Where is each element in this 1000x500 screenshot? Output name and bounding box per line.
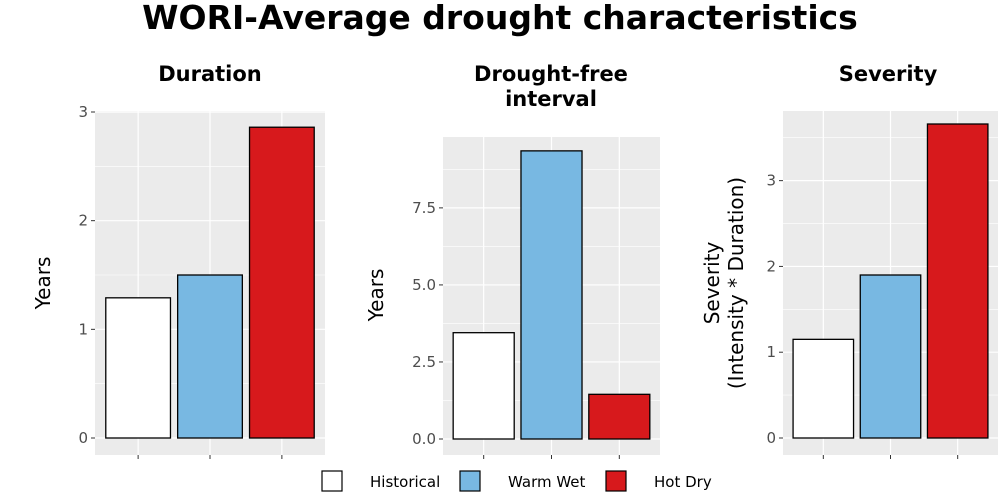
y-tick-label: 5.0 [412,276,436,294]
plot-area-severity: 0 1 2 3 [766,111,998,459]
legend-key-warm-wet [459,470,481,492]
bar-historical [105,297,172,439]
chart-title: WORI-Average drought characteristics [142,0,858,37]
legend-label-hot-dry: Hot Dry [654,473,712,491]
legend-label-warm-wet: Warm Wet [508,473,586,491]
bar-hot-dry [926,123,989,439]
legend-key-historical [321,470,343,492]
y-tick-label: 2 [78,212,88,230]
panel-title-severity: Severity [839,62,938,86]
bar-warm-wet [177,274,243,439]
bar-warm-wet [520,150,583,440]
y-tick-label: 0.0 [412,430,436,448]
bar-hot-dry [588,393,651,440]
plot-area-drought-free-interval: 0.0 2.5 5.0 7.5 [412,137,660,459]
plot-area-duration: 0 1 2 3 [78,103,325,459]
y-tick-label: 1 [766,343,776,361]
y-tick-label: 0 [766,429,776,447]
y-tick-label: 1 [78,320,88,338]
bar-hot-dry [248,126,315,439]
y-axis-title-severity: Severity(Intensity * Duration) [700,177,748,389]
y-axis-title-duration: Years [31,257,55,311]
y-tick-label: 3 [78,103,88,121]
panel-severity: Severity Severity(Intensity * Duration) … [700,62,998,459]
panel-duration: Duration Years 0 1 2 3 [31,62,325,459]
y-tick-label: 7.5 [412,199,436,217]
y-tick-label: 3 [766,172,776,190]
bar-historical [452,332,515,440]
y-tick-label: 2 [766,257,776,275]
legend-key-hot-dry [605,470,627,492]
bar-warm-wet [859,274,922,439]
y-tick-label: 0 [78,429,88,447]
panel-title-drought-free-interval: Drought-free interval [474,62,628,111]
y-tick-label: 2.5 [412,353,436,371]
panel-title-duration: Duration [158,62,262,86]
panel-drought-free-interval: Drought-free interval Years 0.0 2.5 5.0 7.5 [364,62,660,459]
legend: Historical Warm Wet Hot Dry [321,470,712,492]
bar-historical [792,338,855,439]
legend-label-historical: Historical [370,473,440,491]
y-axis-title-drought-free-interval: Years [364,269,388,323]
